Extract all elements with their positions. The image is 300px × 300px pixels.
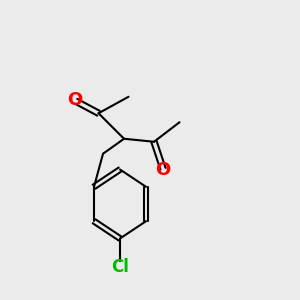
Text: Cl: Cl xyxy=(111,258,129,276)
Text: O: O xyxy=(155,161,171,179)
Text: O: O xyxy=(67,91,82,109)
